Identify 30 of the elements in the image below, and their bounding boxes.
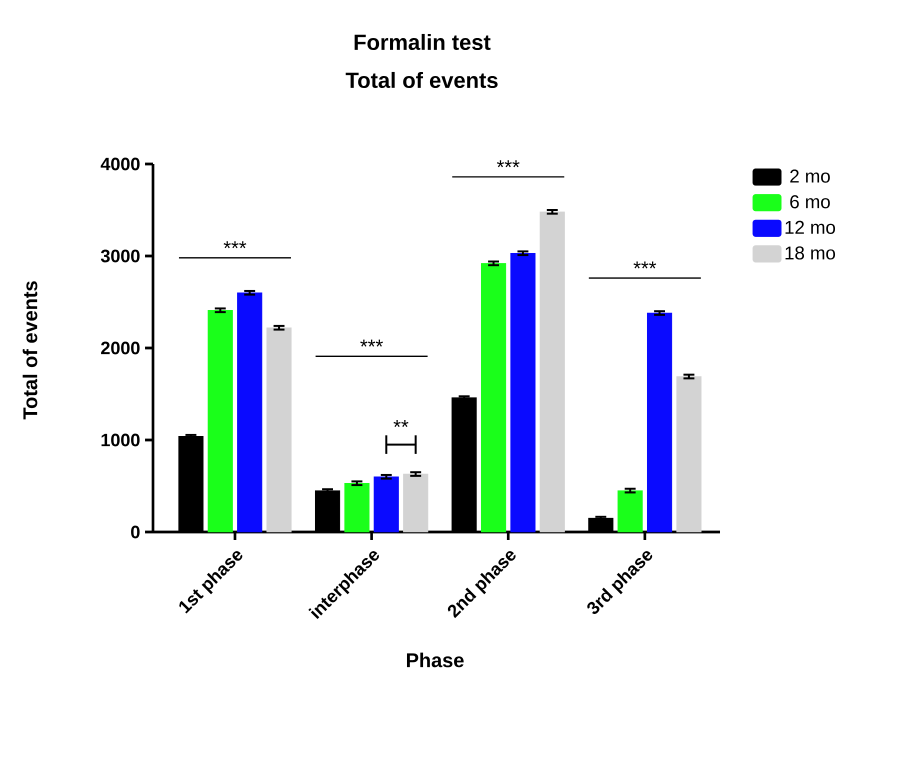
y-tick-label: 4000 [100, 158, 140, 170]
chart-title: Formalin test [354, 34, 491, 50]
chart-subtitle: Total of events [346, 72, 498, 88]
bar [510, 252, 536, 532]
bar [237, 292, 262, 532]
bar [374, 476, 399, 532]
legend-label: 6 mo [790, 195, 830, 208]
annotation: *** [360, 340, 383, 347]
bar [480, 263, 506, 532]
bar [676, 376, 702, 532]
bar [344, 482, 370, 532]
bar [540, 212, 565, 532]
legend-label: 12 mo [786, 220, 836, 234]
bar [266, 327, 292, 532]
x-axis-title: Phase [406, 652, 464, 668]
annotation: *** [496, 160, 520, 168]
bar [618, 490, 643, 532]
y-tick-label: 3000 [100, 250, 140, 262]
annotation: ** [394, 420, 408, 427]
bar [403, 474, 428, 532]
y-tick-label: 1000 [102, 434, 140, 446]
bar [646, 312, 672, 532]
bar [208, 310, 233, 532]
y-tick-label: 0 [131, 526, 140, 538]
annotation: *** [634, 261, 656, 268]
legend-label: 2 mo [790, 170, 830, 183]
y-axis-title: Total of events [22, 281, 38, 420]
legend-label: 18 mo [786, 246, 836, 260]
annotation: *** [224, 241, 246, 248]
y-tick-label: 2000 [101, 342, 140, 354]
